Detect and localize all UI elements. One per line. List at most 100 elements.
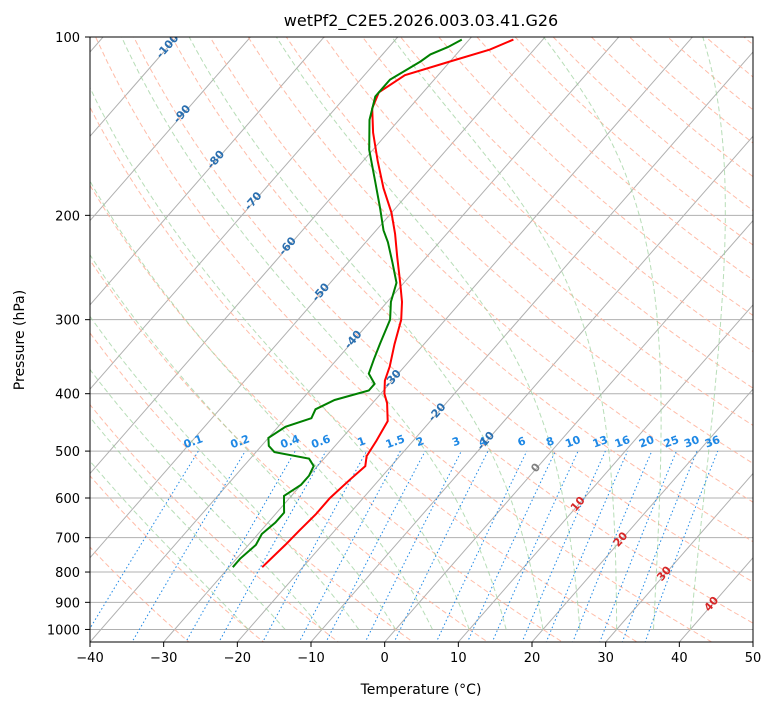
- mixing-ratio-line: [131, 450, 246, 642]
- reference-line-labels: 0.1 0.2 0.4 0.6 1 1.5 2 3 4 6 8 10 13 16 20 25 30 36-100-…: [154, 37, 723, 614]
- y-tick-label: 900: [55, 596, 80, 611]
- dry-adiabat-line: [743, 37, 753, 46]
- mixing-ratio-line: [545, 450, 629, 642]
- x-tick-label: 30: [597, 651, 614, 666]
- moist-adiabat-line: [275, 37, 581, 630]
- dry-adiabat-line: [247, 37, 753, 503]
- x-tick-label: −40: [76, 651, 103, 666]
- dry-adiabat-line: [362, 37, 753, 389]
- y-tick-label: 800: [55, 566, 80, 581]
- mixing-ratio-label: 36: [703, 433, 722, 451]
- y-tick-label: 1000: [47, 623, 80, 638]
- moist-adiabat-line: [689, 37, 726, 630]
- sounding-series: [232, 38, 514, 568]
- x-tick-label: 10: [450, 651, 467, 666]
- dry-adiabat-line: [400, 37, 753, 353]
- dry-adiabat-line: [667, 37, 753, 111]
- isotherm-gridline: [605, 472, 753, 642]
- mixing-ratio-line: [185, 450, 296, 642]
- mixing-ratio-label: 4: [477, 434, 489, 449]
- x-tick-label: −10: [297, 651, 324, 666]
- mixing-ratio-line: [466, 450, 556, 642]
- x-tick-label: 0: [381, 651, 389, 666]
- moist-adiabat-line: [121, 37, 507, 630]
- dry-adiabat-line: [90, 106, 638, 642]
- mixing-ratio-line: [262, 450, 368, 642]
- mixing-ratio-line: [364, 450, 462, 642]
- moist-adiabat-line: [90, 416, 286, 630]
- isotherm-gridline: [236, 51, 753, 642]
- isotherm-gridline: [90, 37, 178, 138]
- dry-adiabat-line: [90, 184, 564, 642]
- mixing-ratio-label: 16: [613, 433, 632, 451]
- dry-adiabat-line: [552, 37, 753, 212]
- dry-adiabat-line: [90, 259, 489, 642]
- plot-frame: [89, 36, 754, 643]
- mixing-ratio-line: [218, 450, 327, 642]
- mixing-ratio-line: [572, 450, 653, 642]
- dewpoint-profile-line: [232, 38, 463, 568]
- x-axis-label: Temperature (°C): [360, 682, 482, 698]
- dry-adiabat-line: [438, 37, 753, 317]
- mixing-ratio-line: [325, 450, 426, 642]
- y-tick-label: 200: [55, 209, 80, 224]
- mixing-ratio-label: 20: [637, 433, 656, 451]
- isotherm-gridline: [90, 37, 325, 306]
- moist-adiabat-line: [90, 460, 249, 630]
- isotherm-gridline: [310, 135, 753, 642]
- dry-adiabat-line: [90, 332, 414, 642]
- y-tick-label: 400: [55, 388, 80, 403]
- x-tick-label: 50: [745, 651, 762, 666]
- isotherm-gridline: [90, 37, 546, 559]
- y-tick-label: 100: [55, 31, 80, 46]
- axis-ticks: −40 −30 −20 −10 0 10 20 30 40 5010020030040050060…: [47, 31, 761, 666]
- mixing-ratio-label: 0.1: [182, 432, 205, 451]
- moist-adiabat-line: [543, 37, 662, 630]
- moist-adiabat-line: [90, 180, 433, 630]
- isotherm-gridline: [457, 304, 753, 642]
- isotherm-gridline: [90, 37, 252, 222]
- dry-adiabat-line: [476, 37, 753, 281]
- mixing-ratio-label: 3: [450, 434, 462, 449]
- mixing-ratio-line: [491, 450, 579, 642]
- dry-adiabat-line: [133, 37, 753, 624]
- mixing-ratio-label: 0.6: [309, 432, 332, 451]
- moist-adiabat-line: [90, 86, 470, 630]
- y-tick-label: 700: [55, 532, 80, 547]
- moist-adiabat-line: [90, 315, 360, 630]
- isotherm-gridline: [163, 37, 694, 642]
- mixing-ratio-label: 25: [662, 433, 681, 450]
- background-lines: [90, 37, 753, 642]
- y-tick-label: 300: [55, 314, 80, 329]
- mixing-ratio-label: 0.2: [229, 432, 252, 451]
- dry-adiabat-line: [90, 475, 265, 642]
- x-tick-label: −30: [150, 651, 177, 666]
- y-tick-label: 500: [55, 445, 80, 460]
- mixing-ratio-label: 1.5: [384, 432, 407, 451]
- moist-adiabat-line: [391, 37, 618, 630]
- mixing-ratio-label: 0.4: [279, 432, 302, 451]
- isotherm-gridline: [90, 37, 620, 642]
- isotherm-gridline: [752, 641, 753, 642]
- mixing-ratio-line: [521, 450, 606, 642]
- mixing-ratio-line: [644, 450, 719, 642]
- moist-adiabat-line: [188, 37, 544, 630]
- dry-adiabat-line: [591, 37, 753, 178]
- mixing-ratio-label: 30: [682, 433, 701, 451]
- mixing-ratio-line: [435, 450, 528, 642]
- mixing-ratio-label: 10: [563, 433, 582, 451]
- isotherm-gridline: [531, 388, 753, 642]
- x-tick-label: 20: [524, 651, 541, 666]
- dry-adiabat-line: [90, 403, 340, 642]
- mixing-ratio-label: 2: [414, 434, 426, 449]
- isotherm-gridline: [90, 37, 473, 475]
- y-axis-label: Pressure (hPa): [12, 290, 28, 390]
- moist-adiabat-line: [90, 254, 397, 630]
- x-tick-label: −20: [224, 651, 251, 666]
- mixing-ratio-line: [393, 450, 489, 642]
- dry-adiabat-line: [705, 37, 753, 78]
- mixing-ratio-label: 1: [356, 434, 368, 449]
- mixing-ratio-line: [298, 450, 401, 642]
- y-tick-label: 600: [55, 492, 80, 507]
